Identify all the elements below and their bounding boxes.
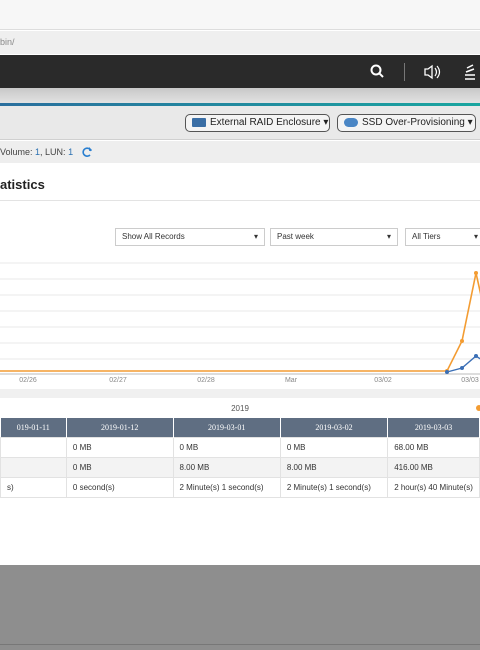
scroll-band (0, 389, 480, 398)
divider (404, 63, 405, 81)
app-header (0, 55, 480, 88)
table-cell: 416.00 MB (387, 456, 480, 478)
year-label: 2019 (231, 404, 249, 413)
header-cell: 2019-03-02 (280, 418, 389, 437)
table-cell: 68.00 MB (387, 436, 480, 458)
orange-line (0, 272, 480, 372)
header-cell: 2019-03-01 (173, 418, 281, 437)
table-cell: 0 MB (279, 436, 389, 458)
info-sep: , LUN: (40, 147, 69, 157)
table-cell (0, 436, 67, 458)
volume: 1 (35, 147, 41, 157)
raid-button[interactable]: External RAID Enclosure ▾ (185, 114, 330, 132)
table-cell: 8.00 MB (279, 456, 389, 478)
table-cell: 0 second(s) (65, 476, 174, 498)
x-label: 03/02 (374, 377, 392, 384)
records-select[interactable]: Show All Records (115, 228, 265, 246)
speaker-icon[interactable] (423, 64, 441, 80)
header-cell: 2019-03-03 (387, 418, 480, 437)
button-label: External RAID Enclosure (210, 117, 321, 128)
x-label: 02/26 (19, 377, 37, 384)
strip (0, 88, 480, 103)
url: bin/ (0, 37, 15, 47)
toolbar: External RAID Enclosure ▾ SSD Over-Provi… (0, 106, 480, 140)
browser-tabs (0, 0, 480, 30)
table-cell: 2 Minute(s) 1 second(s) (172, 476, 281, 498)
x-label: 03/03 (461, 377, 479, 384)
table-row: s) 0 second(s) 2 Minute(s) 1 second(s) 2 Mi… (0, 476, 480, 498)
button-label: SSD Over-Provisioning (362, 117, 465, 128)
lun: 1 (68, 147, 74, 157)
table-row: 0 MB 0 MB 0 MB 68.00 MB (0, 436, 480, 458)
table-cell (0, 456, 67, 478)
table-row: 0 MB 8.00 MB 8.00 MB 416.00 MB (0, 456, 480, 478)
footer-line (0, 644, 480, 645)
legend-dot (476, 405, 480, 411)
header-row: 019-01-11 2019-01-12 2019-03-01 2019-03-… (0, 418, 480, 437)
x-label: 02/28 (197, 377, 215, 384)
ssd-button[interactable]: SSD Over-Provisioning ▾ (337, 114, 476, 132)
address-bar[interactable]: bin/ (0, 31, 480, 54)
table-cell: 8.00 MB (172, 456, 281, 478)
blue-points (445, 354, 478, 374)
x-label: 02/27 (109, 377, 127, 384)
accent-stripe (0, 103, 480, 106)
info-label: Volume: (0, 147, 36, 157)
header-cell: 019-01-11 (0, 418, 67, 437)
stats-table: 019-01-11 2019-01-12 2019-03-01 2019-03-… (0, 418, 480, 498)
table-cell: 0 MB (172, 436, 281, 458)
header-cell: 2019-01-12 (66, 418, 174, 437)
tier-select[interactable]: All Tiers (405, 228, 480, 246)
table-body: 0 MB 0 MB 0 MB 68.00 MB 0 MB 8.00 MB 8.00 MB 41… (0, 436, 480, 498)
refresh-icon[interactable] (81, 146, 93, 158)
table-cell: 2 Minute(s) 1 second(s) (279, 476, 389, 498)
x-label: Mar (284, 377, 298, 384)
separator (0, 200, 480, 201)
table-cell: 2 hour(s) 40 Minute(s) (387, 476, 480, 498)
period-select[interactable]: Past week (270, 228, 398, 246)
grid (0, 262, 480, 360)
footer (0, 565, 480, 650)
blue-line (446, 355, 480, 373)
panel-title: atistics (0, 177, 45, 192)
stack-icon[interactable] (463, 63, 477, 81)
chart-area (0, 262, 480, 375)
search-icon[interactable] (370, 64, 386, 80)
table-cell: s) (0, 476, 67, 498)
table-cell: 0 MB (65, 456, 174, 478)
table-cell: 0 MB (65, 436, 174, 458)
info-bar: Volume: 1, LUN: 1 (0, 141, 480, 163)
